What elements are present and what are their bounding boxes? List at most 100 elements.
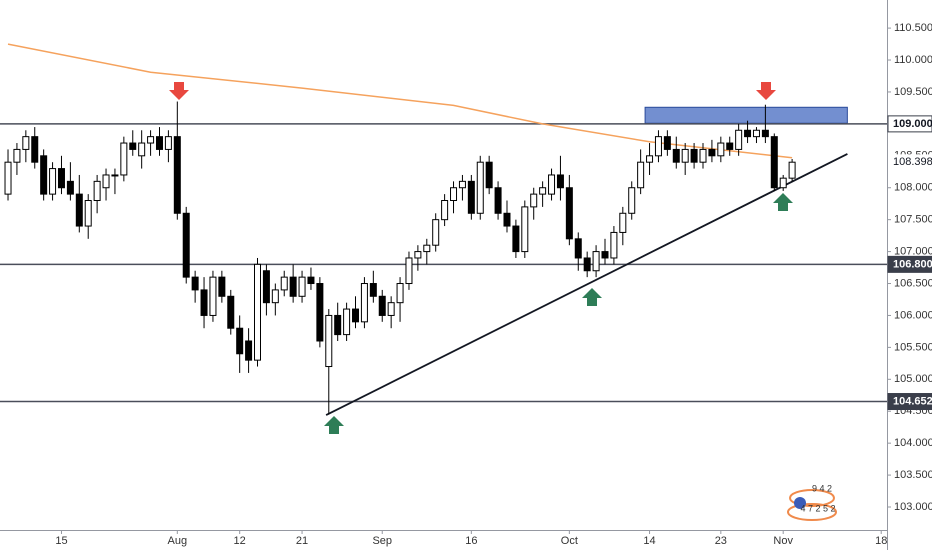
down-arrow: [756, 82, 776, 100]
candle-body: [530, 193, 538, 208]
up-arrow: [582, 288, 602, 306]
candle-body: [164, 136, 172, 150]
candle-body: [102, 174, 110, 189]
candle-body: [654, 136, 662, 157]
candle-body: [548, 174, 556, 195]
price-label-box: [887, 393, 932, 411]
logo-text: 9 4 2: [812, 483, 832, 493]
price-label: 109.000: [893, 118, 932, 130]
candle-body: [610, 231, 618, 259]
candle-body: [352, 308, 360, 323]
candle-body: [271, 289, 279, 304]
candle-body: [40, 155, 48, 195]
candle-body: [628, 187, 636, 214]
candle-body: [467, 180, 475, 214]
candle-body: [129, 142, 137, 150]
candle-body: [254, 263, 262, 361]
candle-body: [637, 161, 645, 189]
candle-body: [218, 276, 226, 297]
candle-body: [75, 193, 83, 227]
candle-body: [4, 161, 12, 195]
candle-body: [316, 283, 324, 342]
candle-body: [646, 155, 654, 163]
candle-body: [770, 136, 778, 189]
candle-body: [690, 148, 698, 163]
x-tick-label: 16: [465, 535, 477, 547]
candle-body: [245, 340, 253, 361]
candle-body: [307, 276, 315, 285]
candle-body: [191, 276, 199, 291]
x-tick-label: 21: [296, 535, 308, 547]
price-label-box: [887, 255, 932, 273]
y-tick-label: 107.000: [894, 245, 932, 257]
x-tick-label: 15: [55, 535, 67, 547]
y-tick-label: 104.000: [894, 437, 932, 449]
moving-average: [7, 43, 793, 159]
candle-body: [476, 161, 484, 214]
candle-body: [423, 244, 431, 253]
candle-body: [147, 136, 155, 144]
supply-zone: [644, 106, 848, 124]
candle-body: [155, 136, 163, 150]
candle-body: [735, 129, 743, 150]
candle-body: [378, 295, 386, 316]
candle-body: [138, 142, 146, 157]
y-tick-label: 110.500: [894, 22, 932, 34]
last-price-box: [888, 154, 932, 171]
candle-body: [681, 148, 689, 163]
candle-body: [360, 283, 368, 323]
logo-swirl: [787, 503, 837, 521]
price-label-box: [887, 115, 932, 133]
logo-swirl: [789, 489, 835, 507]
candle-body: [574, 238, 582, 259]
candle-body: [22, 136, 30, 150]
candle-body: [227, 295, 235, 329]
candle-body: [601, 251, 609, 259]
candle-body: [57, 168, 65, 189]
candle-body: [539, 187, 547, 195]
x-tick-label: Nov: [773, 535, 793, 547]
candle-body: [663, 136, 671, 150]
candle-body: [182, 212, 190, 278]
candle-body: [556, 174, 564, 189]
candle-body: [485, 161, 493, 189]
candle-body: [752, 129, 760, 138]
candle-body: [111, 174, 119, 177]
candle-body: [619, 212, 627, 233]
y-tick-label: 107.500: [894, 214, 932, 226]
price-label: 106.800: [893, 258, 932, 270]
candle-body: [717, 142, 725, 157]
logo-text: 4 7 2 5 2: [800, 503, 835, 513]
candle-body: [49, 168, 57, 195]
up-arrow: [773, 193, 793, 211]
candle-body: [450, 187, 458, 202]
candle-body: [280, 276, 288, 291]
y-tick-label: 109.500: [894, 86, 932, 98]
candle-body: [592, 251, 600, 272]
y-tick-label: 108.000: [894, 182, 932, 194]
candle-body: [66, 180, 74, 195]
plot: [0, 43, 887, 416]
candle-body: [13, 148, 21, 163]
y-tick-label: 110.000: [894, 54, 932, 66]
candle-body: [236, 327, 244, 355]
watermark-logo: 9 4 2 4 7 2 5 2: [787, 483, 837, 521]
candle-body: [298, 276, 306, 297]
candle-body: [209, 276, 217, 316]
trend-line: [325, 153, 848, 416]
y-tick-label: 103.500: [894, 469, 932, 481]
candle-body: [699, 148, 707, 163]
x-tick-label: Oct: [561, 535, 578, 547]
candle-body: [343, 308, 351, 336]
down-arrow: [169, 82, 189, 100]
y-tick-label: 106.000: [894, 309, 932, 321]
candle-body: [405, 257, 413, 285]
candle-body: [744, 129, 752, 138]
candle-body: [503, 212, 511, 227]
candle-body: [583, 257, 591, 272]
candle-body: [779, 177, 787, 189]
candle-body: [369, 283, 377, 297]
candle-body: [173, 136, 181, 214]
